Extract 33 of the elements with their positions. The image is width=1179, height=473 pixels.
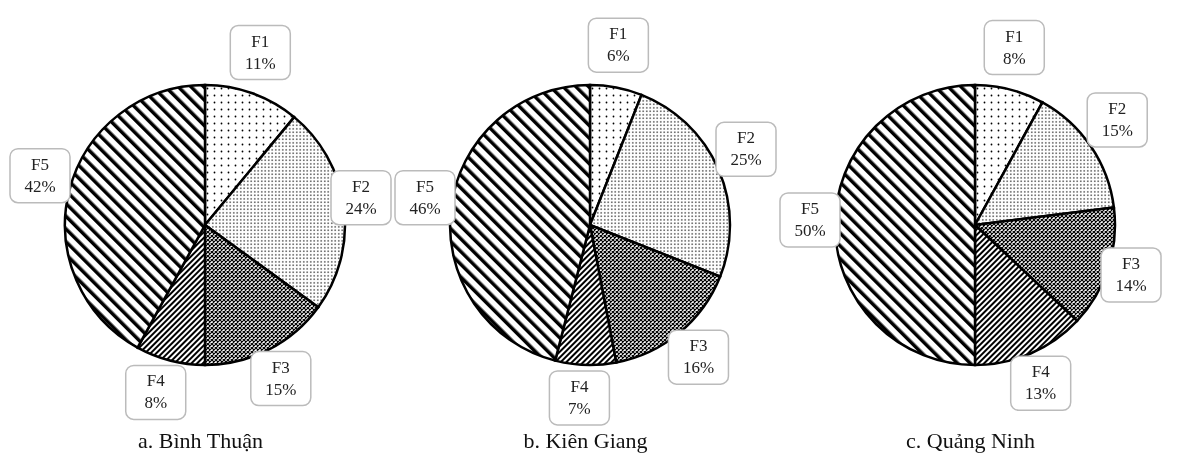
data-label: 50% — [794, 221, 826, 240]
slice-label: F5 — [801, 199, 819, 218]
slice-label: F3 — [689, 336, 708, 356]
data-label: 14% — [1115, 276, 1147, 296]
data-label: 11% — [245, 53, 276, 73]
slice-label: F5 — [416, 176, 434, 196]
data-label: 25% — [730, 150, 762, 170]
text: a. Bình Thuận — [137, 428, 264, 454]
data-label: 15% — [1101, 120, 1133, 140]
slice-label: F2 — [352, 176, 370, 196]
slice-label: F4 — [146, 371, 166, 391]
data-label: 13% — [1025, 384, 1057, 404]
text: c. Quảng Ninh — [905, 428, 1036, 454]
slice-label: F5 — [31, 154, 49, 174]
slice-label: F2 — [737, 128, 755, 148]
data-label: 8% — [1002, 48, 1026, 68]
data-label: 46% — [409, 198, 441, 218]
slice-label: F1 — [1005, 26, 1024, 46]
data-label: 42% — [24, 176, 56, 196]
slice-label: F1 — [251, 31, 270, 51]
slice-label: F4 — [1031, 362, 1051, 382]
data-label: 6% — [607, 46, 630, 66]
data-label: 15% — [265, 379, 297, 399]
slice-label: F3 — [1122, 254, 1140, 274]
data-label: 16% — [682, 358, 715, 378]
text: b. Kiên Giang — [522, 428, 649, 454]
slice-label: F4 — [570, 376, 589, 396]
slice-label: F1 — [609, 24, 628, 44]
data-label: 24% — [345, 198, 377, 218]
slice-label: F2 — [1108, 98, 1127, 118]
data-label: 8% — [144, 393, 168, 413]
slice-label: F3 — [271, 357, 290, 377]
data-label: 7% — [568, 398, 591, 418]
